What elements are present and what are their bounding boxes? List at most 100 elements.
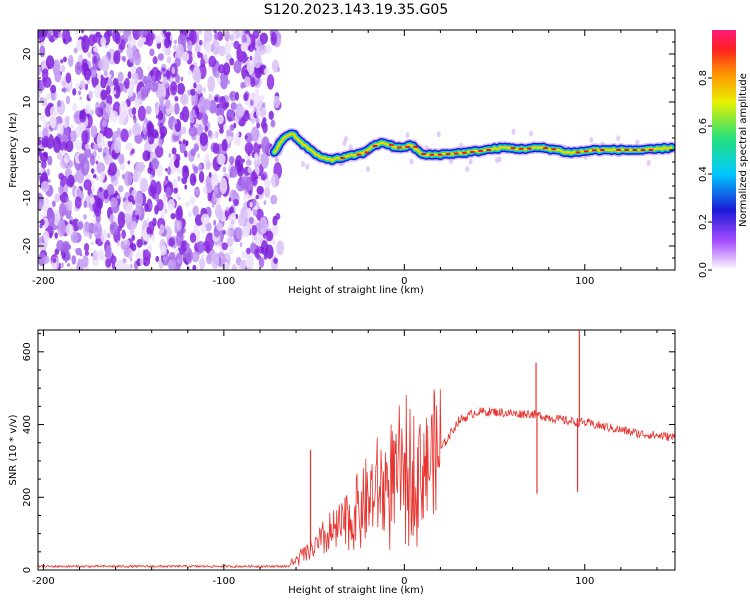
noise-blob [263,68,269,76]
noise-blob [165,168,168,172]
noise-blob [150,81,159,93]
noise-blob [88,90,94,100]
noise-blob [89,109,95,116]
noise-blob [66,263,70,267]
noise-blob [236,159,241,167]
noise-blob [140,88,146,100]
noise-blob [252,30,260,39]
noise-blob [38,253,47,267]
noise-blob [244,132,254,143]
noise-blob [143,261,147,266]
noise-blob [251,224,257,236]
noise-blob [107,167,113,176]
noise-blob [616,135,621,142]
noise-blob [112,78,119,87]
noise-blob [219,70,229,90]
noise-blob [43,230,50,244]
noise-blob [194,43,201,54]
noise-blob [173,39,178,45]
noise-blob [182,252,186,259]
noise-blob [169,103,175,115]
noise-blob [181,126,187,135]
noise-blob [92,250,98,261]
noise-blob [244,176,254,193]
noise-blob [229,57,235,66]
noise-blob [93,55,97,64]
noise-blob [365,166,370,173]
noise-blob [228,155,235,164]
spectral-ridge [268,128,675,167]
noise-blob [216,31,224,41]
noise-blob [147,65,151,71]
noise-blob [529,130,534,137]
noise-blob [236,105,245,117]
noise-blob [160,131,166,139]
noise-blob [91,185,95,194]
noise-blob [64,256,68,264]
noise-blob [119,100,128,120]
noise-blob [150,179,157,194]
noise-blob [65,115,70,122]
noise-blob [83,179,92,191]
noise-blob [40,213,44,219]
noise-blob [43,135,49,148]
noise-blob [159,224,165,234]
noise-blob [162,30,167,35]
noise-blob [70,130,77,143]
noise-blob [100,74,104,81]
noise-blob [185,242,190,250]
noise-blob [205,222,212,232]
noise-blob [494,157,499,164]
noise-blob [260,174,266,181]
noise-blob [217,77,221,86]
colorbar-tick-label: 0.0 [698,262,709,278]
noise-blob [127,160,131,165]
noise-blob [160,211,165,219]
noise-blob [240,82,245,89]
noise-blob [151,129,159,139]
noise-blob [79,109,85,120]
noise-blob [179,111,185,121]
spectrogram-ytick-label: -20 [22,238,33,254]
noise-blob [39,97,44,103]
noise-blob [81,30,84,34]
noise-blob [149,203,153,209]
colorbar-ticks: 0.0 0.2 0.4 0.6 0.8 [698,70,712,278]
noise-blob [174,158,180,169]
noise-blob [258,144,262,149]
noise-blob [138,161,145,173]
noise-blob [258,153,261,158]
noise-blob [75,82,80,90]
noise-blob [52,257,57,264]
noise-blob [96,162,106,174]
noise-blob [259,32,269,45]
noise-blob [200,223,207,235]
noise-blob [82,255,89,268]
noise-blob [49,106,58,117]
noise-blob [245,192,250,200]
noise-blob [76,258,84,270]
noise-blob [58,31,62,39]
noise-blob [253,141,260,157]
noise-blob [230,102,237,110]
noise-blob [233,198,239,207]
noise-blob [236,132,240,137]
noise-blob [93,221,103,239]
noise-blob [256,39,261,47]
noise-blob [409,158,414,165]
noise-blob [300,161,305,168]
noise-blob [154,193,160,202]
noise-blob [164,37,171,49]
noise-blob [225,206,230,211]
noise-blob [207,75,216,93]
noise-blob [211,193,217,205]
noise-blob [142,150,151,162]
noise-blob [57,151,63,161]
noise-blob [105,103,112,114]
noise-blob [213,219,217,226]
noise-blob [74,61,82,76]
noise-blob [169,81,178,96]
noise-blob [231,115,235,121]
noise-blob [272,215,278,227]
